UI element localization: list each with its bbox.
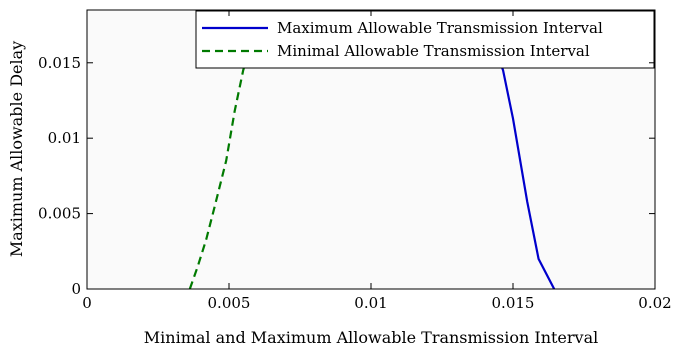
x-tick-label: 0.005 bbox=[208, 294, 251, 312]
y-axis-label: Maximum Allowable Delay bbox=[7, 41, 26, 257]
y-tick-label: 0.015 bbox=[38, 54, 81, 72]
y-tick-label: 0.01 bbox=[48, 129, 81, 147]
series-line-2 bbox=[188, 39, 253, 289]
x-axis-label: Minimal and Maximum Allowable Transmissi… bbox=[144, 328, 598, 347]
y-tick-label: 0 bbox=[71, 280, 81, 298]
y-tick-label: 0.005 bbox=[38, 205, 81, 223]
x-axis: 0 0.005 0.01 0.015 0.02 bbox=[82, 10, 672, 312]
y-axis: 0 0.005 0.01 0.015 bbox=[38, 54, 655, 298]
legend-label-2: Minimal Allowable Transmission Interval bbox=[277, 42, 590, 60]
legend-box bbox=[195, 10, 655, 69]
x-tick-label: 0 bbox=[82, 294, 92, 312]
legend-label-1: Maximum Allowable Transmission Interval bbox=[277, 19, 603, 37]
x-tick-label: 0.015 bbox=[492, 294, 535, 312]
x-tick-label: 0.02 bbox=[638, 294, 671, 312]
x-tick-label: 0.01 bbox=[354, 294, 387, 312]
legend: Maximum Allowable Transmission Interval M… bbox=[195, 10, 655, 69]
